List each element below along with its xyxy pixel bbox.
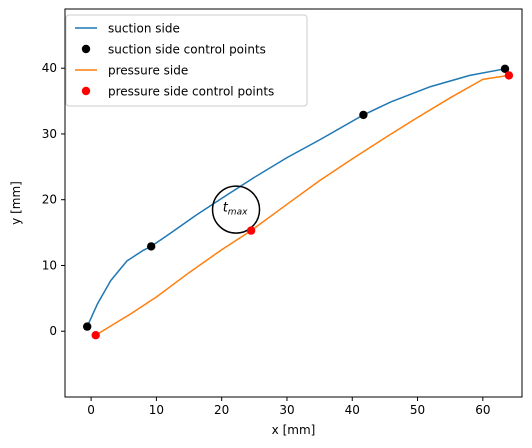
x-tick-label: 0 — [87, 403, 95, 417]
pressure-side-control-points-marker — [246, 226, 256, 235]
x-tick-label: 30 — [279, 403, 294, 417]
legend-label-pressure-side: pressure side — [108, 64, 188, 78]
pressure-side-control-points-marker — [504, 71, 514, 80]
suction-side-control-points-marker — [147, 242, 156, 251]
pressure-side-control-points-marker — [91, 331, 100, 340]
legend-label-suction-side-control-points: suction side control points — [108, 43, 266, 57]
y-tick-label: 10 — [42, 258, 57, 272]
x-tick-label: 50 — [410, 403, 425, 417]
axis-ticks: 0 10 20 30 40 50 60 0 10 20 30 40 — [42, 61, 491, 417]
legend-box — [65, 14, 308, 107]
legend-swatch-pressure-side-control-points — [81, 86, 91, 96]
max-thickness-circle — [211, 185, 261, 234]
suction-side-control-points-marker — [359, 110, 368, 120]
y-axis-label: y [mm] — [9, 181, 23, 225]
y-tick-label: 40 — [42, 61, 57, 75]
legend: suction side suction side control points p… — [65, 14, 308, 107]
axes-frame — [64, 8, 523, 398]
y-tick-label: 30 — [42, 127, 57, 141]
tmax-subscript: max — [228, 208, 248, 218]
x-axis-label: x [mm] — [272, 423, 316, 437]
suction-side-line — [86, 68, 506, 327]
y-tick-label: 0 — [49, 324, 57, 338]
legend-swatch-suction-side-control-points — [81, 44, 91, 54]
x-tick-label: 20 — [214, 403, 229, 417]
legend-label-suction-side: suction side — [108, 22, 180, 36]
plot-content — [83, 64, 514, 340]
x-tick-label: 10 — [149, 403, 164, 417]
suction-side-control-points-marker — [83, 322, 92, 331]
legend-label-pressure-side-control-points: pressure side control points — [108, 85, 274, 99]
tmax-base: t — [223, 201, 229, 216]
pressure-side-line — [95, 74, 510, 336]
x-tick-label: 40 — [345, 403, 360, 417]
suction-side-control-points-marker — [500, 64, 510, 74]
tmax-annotation: tmax — [223, 201, 248, 218]
x-tick-label: 60 — [475, 403, 490, 417]
y-tick-label: 20 — [42, 193, 57, 207]
